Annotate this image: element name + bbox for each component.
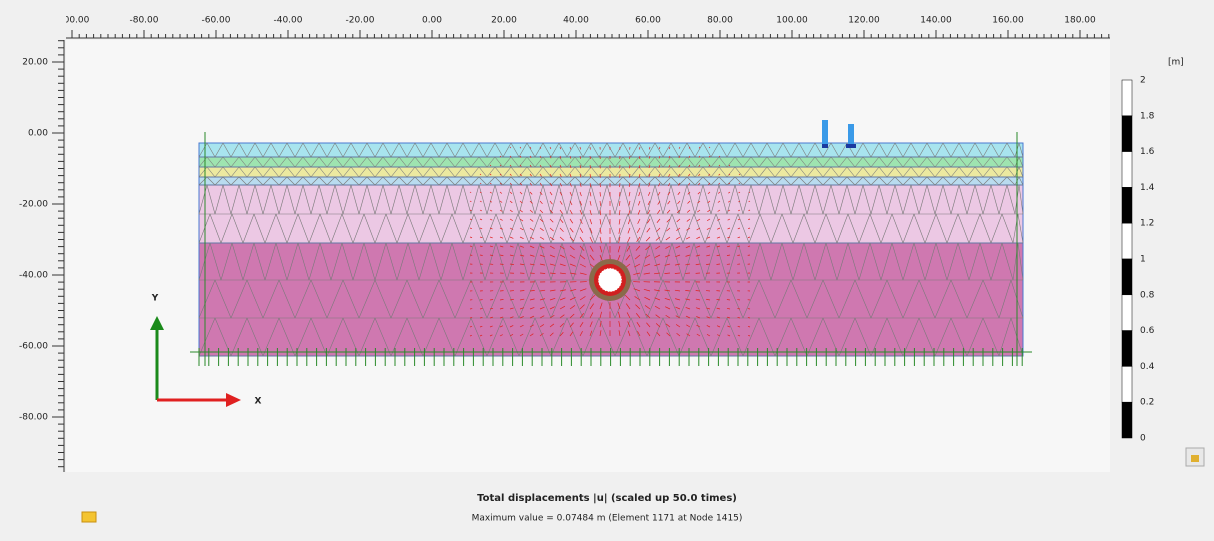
caption-subtitle: Maximum value = 0.07484 m (Element 1171 …: [472, 514, 743, 524]
legend-label: 0.8: [1140, 290, 1155, 300]
legend-label: 1.8: [1140, 111, 1155, 121]
legend-label: 1: [1140, 255, 1146, 265]
x-ruler-label: 60.00: [635, 16, 661, 26]
legend-label: 1.2: [1140, 219, 1154, 229]
x-ruler-label: 120.00: [848, 16, 880, 26]
x-ruler: -100.00 -80.00 -60.00 -40.00 -20.00 0.00 20.00…: [55, 16, 1110, 39]
legend-band: [1122, 259, 1132, 295]
x-ruler-label: -40.00: [273, 16, 302, 26]
legend-band: [1122, 366, 1132, 402]
x-ruler-label: 100.00: [776, 16, 808, 26]
y-ruler-label: 0.00: [28, 129, 48, 139]
legend-band: [1122, 402, 1132, 438]
x-ruler-label: 80.00: [707, 16, 733, 26]
legend-band: [1122, 187, 1132, 223]
plaxis-output: Y X [m] Total displacements |u| (scaled …: [0, 0, 1214, 541]
legend-band: [1122, 331, 1132, 367]
legend-band: [1122, 116, 1132, 152]
legend-label: 0.2: [1140, 398, 1154, 408]
x-ruler-label: -20.00: [345, 16, 374, 26]
x-ruler-label: -60.00: [201, 16, 230, 26]
caption-title: Total displacements |u| (scaled up 50.0 …: [477, 493, 737, 504]
x-ruler-label: 140.00: [920, 16, 952, 26]
y-ruler-label: -80.00: [19, 413, 48, 423]
legend-band: [1122, 80, 1132, 116]
model: [190, 120, 1032, 366]
y-ruler-label: -60.00: [19, 342, 48, 352]
y-axis-letter: Y: [151, 294, 159, 304]
legend-label: 1.6: [1140, 147, 1155, 157]
legend-unit: [m]: [1168, 58, 1184, 68]
legend-band: [1122, 152, 1132, 188]
y-ruler-label: 20.00: [22, 58, 48, 68]
legend-band: [1122, 223, 1132, 259]
x-axis-letter: X: [255, 397, 262, 407]
x-ruler-label: 0.00: [422, 16, 442, 26]
x-ruler-label: -100.00: [55, 16, 90, 26]
x-ruler-label: 180.00: [1064, 16, 1096, 26]
legend-label: 0.6: [1140, 326, 1155, 336]
legend-band: [1122, 295, 1132, 331]
y-ruler-label: -40.00: [19, 271, 48, 281]
x-ruler-label: -80.00: [129, 16, 158, 26]
legend-label: 0: [1140, 434, 1146, 444]
icon[interactable]: [82, 512, 96, 522]
x-ruler-label: 160.00: [992, 16, 1024, 26]
legend-label: 1.4: [1140, 183, 1155, 193]
color-legend: 2 1.8 1.6 1.4 1.2 1 0.8 0.6 0.4 0.2 0: [1122, 76, 1155, 444]
y-ruler-label: -20.00: [19, 200, 48, 210]
legend-label: 0.4: [1140, 362, 1155, 372]
legend-label: 2: [1140, 76, 1146, 86]
x-ruler-label: 40.00: [563, 16, 589, 26]
x-ruler-label: 20.00: [491, 16, 517, 26]
